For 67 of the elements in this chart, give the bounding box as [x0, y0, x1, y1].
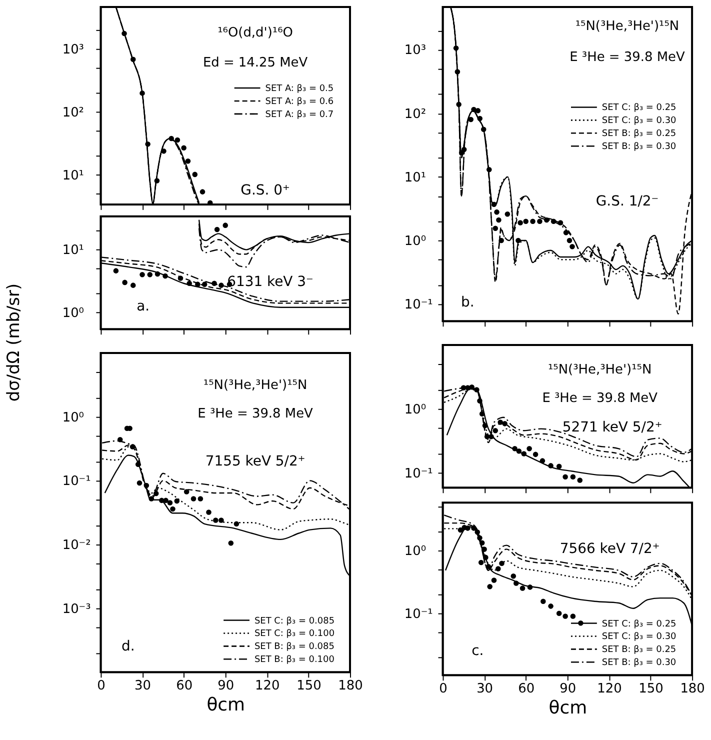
legend-label: SET A: β₃ = 0.6 [265, 96, 334, 107]
y-tick-label: 10⁰ [62, 306, 84, 321]
x-tick-label: 0 [97, 678, 106, 694]
legend-label: SET C: β₃ = 0.100 [254, 629, 335, 640]
y-tick-label: 10⁻¹ [404, 466, 433, 482]
x-axis-title: θcm [206, 694, 246, 716]
legend-label: SET B: β₃ = 0.100 [254, 655, 335, 666]
y-tick-label: 10² [62, 106, 84, 121]
annotation: E ³He = 39.8 MeV [198, 406, 314, 422]
annotation: 7155 keV 5/2⁺ [205, 454, 306, 470]
legend-label: SET C: β₃ = 0.30 [602, 116, 677, 126]
x-tick-label: 60 [176, 678, 193, 694]
y-tick-label: 10³ [62, 42, 84, 58]
legend-label: SET B: β₃ = 0.30 [602, 142, 676, 152]
x-tick-label: 0 [439, 682, 448, 697]
x-tick-label: 30 [476, 682, 494, 697]
annotation: ¹⁶O(d,d')¹⁶O [218, 26, 293, 41]
y-tick-label: 10⁻¹ [404, 606, 433, 622]
legend-label: SET C: β₃ = 0.25 [602, 619, 676, 630]
x-tick-label: 150 [638, 682, 664, 697]
annotation: d. [121, 638, 135, 655]
annotation: ¹⁵N(³He,³He')¹⁵N [203, 378, 308, 393]
annotation: E ³He = 39.8 MeV [542, 390, 658, 406]
legend-label: SET C: β₃ = 0.30 [602, 632, 677, 642]
x-tick-label: 90 [560, 682, 576, 697]
annotation: E ³He = 39.8 MeV [570, 50, 685, 66]
legend-label: SET C: β₃ = 0.085 [254, 616, 335, 626]
legend-label: SET C: β₃ = 0.25 [602, 103, 676, 114]
legend-label: SET B: β₃ = 0.085 [254, 642, 334, 652]
x-tick-label: 180 [680, 682, 705, 697]
annotation: b. [461, 294, 474, 310]
y-tick-label: 10¹ [62, 168, 84, 184]
annotation: a. [136, 298, 150, 315]
x-tick-label: 120 [597, 682, 622, 697]
x-tick-label: 90 [218, 678, 234, 694]
annotation: 5271 keV 5/2⁺ [562, 420, 662, 436]
x-tick-label: 60 [518, 682, 535, 697]
x-axis-title: θcm [548, 698, 588, 719]
y-tick-label: 10² [404, 106, 426, 122]
annotation: ¹⁵N(³He,³He')¹⁵N [575, 18, 680, 34]
x-tick-label: 180 [338, 678, 363, 694]
y-tick-label: 10⁻³ [62, 602, 91, 617]
annotation: G.S. 0⁺ [240, 182, 290, 199]
annotation: Ed = 14.25 MeV [202, 55, 308, 70]
legend-label: SET A: β₃ = 0.5 [265, 84, 334, 94]
legend-label: SET B: β₃ = 0.25 [602, 129, 676, 140]
legend-label: SET B: β₃ = 0.25 [602, 645, 676, 656]
legend-label: SET A: β₃ = 0.7 [265, 110, 334, 120]
legend-label: SET B: β₃ = 0.30 [602, 658, 676, 668]
annotation: G.S. 1/2⁻ [596, 194, 659, 210]
annotation: 7566 keV 7/2⁺ [560, 541, 660, 558]
x-tick-label: 120 [255, 678, 280, 694]
y-tick-label: 10³ [404, 43, 426, 58]
y-tick-label: 10⁰ [404, 234, 426, 249]
annotation: c. [472, 642, 484, 659]
y-tick-label: 10⁻¹ [404, 298, 433, 313]
y-tick-label: 10⁰ [404, 544, 426, 559]
y-tick-label: 10⁻¹ [62, 474, 91, 490]
x-tick-label: 150 [296, 678, 322, 694]
y-tick-label: 10¹ [62, 243, 84, 258]
annotation: ¹⁵N(³He,³He')¹⁵N [548, 362, 652, 378]
y-tick-label: 10⁰ [404, 402, 426, 418]
y-tick-label: 10⁻² [62, 538, 91, 553]
y-axis-title: dσ/dΩ (mb/sr) [2, 283, 23, 402]
y-tick-label: 10⁰ [62, 410, 84, 426]
y-tick-label: 10¹ [404, 170, 426, 186]
x-tick-label: 30 [134, 678, 152, 694]
